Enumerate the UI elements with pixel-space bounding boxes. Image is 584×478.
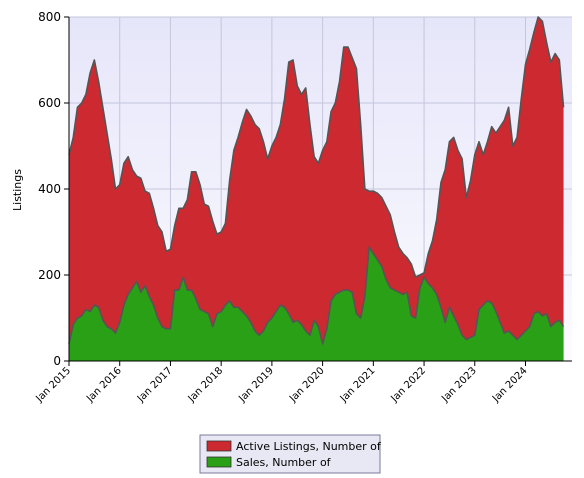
series-line-0 [68,16,565,278]
x-tick-label: Jan 2017 [135,365,175,405]
x-tick-label: Jan 2016 [84,365,124,405]
legend-label-active-listings: Active Listings, Number of [236,440,382,453]
x-tick-label: Jan 2021 [338,365,378,405]
series-line-1 [68,246,565,345]
y-axis-title: Listings [11,169,24,211]
legend-label-sales: Sales, Number of [236,456,332,469]
series-area-0 [69,17,564,361]
x-tick-label: Jan 2018 [186,365,226,405]
legend: Active Listings, Number of Sales, Number… [199,434,382,474]
y-tick-label: 600 [38,96,61,110]
y-tick-label: 400 [38,182,61,196]
y-tick-label: 0 [53,354,61,368]
x-tick-label: Jan 2020 [287,365,327,405]
y-tick-label: 800 [38,10,61,24]
series-area-1 [69,247,564,361]
x-axis-ticks: Jan 2015 Jan 2016 Jan 2017 Jan 2018 Jan 2019… [33,361,530,405]
x-tick-label: Jan 2019 [236,365,276,405]
legend-swatch-sales [206,456,232,468]
y-axis-ticks: 0 200 400 600 800 [38,10,69,368]
legend-swatch-active-listings [206,440,232,452]
x-tick-label: Jan 2015 [33,365,73,405]
x-tick-label: Jan 2022 [389,365,429,405]
x-tick-label: Jan 2024 [490,365,530,405]
y-tick-label: 200 [38,268,61,282]
x-tick-label: Jan 2023 [439,365,479,405]
series-areas [68,16,565,361]
